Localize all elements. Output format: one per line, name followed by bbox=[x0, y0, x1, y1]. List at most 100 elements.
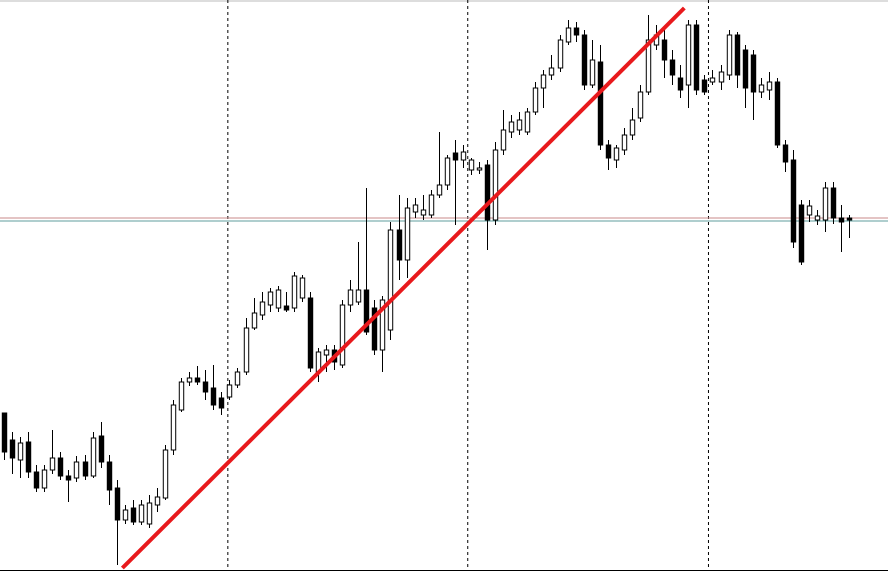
candle-body bbox=[573, 27, 580, 36]
candle-body bbox=[516, 119, 523, 131]
candle-body bbox=[339, 304, 346, 366]
candle-body bbox=[645, 39, 652, 93]
candle-body bbox=[782, 144, 789, 163]
candle-body bbox=[548, 67, 555, 76]
candle-body bbox=[226, 384, 233, 398]
candle-body bbox=[98, 435, 105, 463]
candle-body bbox=[387, 229, 394, 331]
candle-body bbox=[379, 299, 386, 351]
candle-body bbox=[57, 457, 64, 477]
candle-body bbox=[259, 301, 266, 316]
candle-body bbox=[605, 144, 612, 159]
candle-body bbox=[830, 187, 837, 219]
candle-body bbox=[589, 59, 596, 86]
candle-body bbox=[122, 509, 129, 521]
candle-body bbox=[758, 84, 765, 93]
candle-body bbox=[347, 289, 354, 306]
candle-body bbox=[106, 461, 113, 491]
candle-body bbox=[146, 502, 153, 525]
candle-body bbox=[484, 164, 491, 221]
candle-body bbox=[790, 159, 797, 243]
candle-body bbox=[677, 77, 684, 91]
candle-body bbox=[251, 312, 258, 329]
candle-body bbox=[275, 289, 282, 309]
candle-body bbox=[822, 187, 829, 221]
candle-body bbox=[41, 469, 48, 489]
candle-body bbox=[355, 289, 362, 303]
candle-body bbox=[138, 504, 145, 523]
candle-body bbox=[162, 449, 169, 499]
candle-body bbox=[49, 457, 56, 471]
candle-body bbox=[90, 437, 97, 477]
candle-body bbox=[65, 475, 72, 481]
candle-body bbox=[363, 289, 370, 333]
candle-body bbox=[508, 121, 515, 133]
candle-body bbox=[637, 91, 644, 119]
candle-body bbox=[186, 377, 193, 383]
candle-body bbox=[621, 134, 628, 151]
candle-body bbox=[234, 371, 241, 386]
candle-body bbox=[243, 327, 250, 373]
candle-body bbox=[629, 119, 636, 136]
candle-body bbox=[685, 24, 692, 86]
candle-body bbox=[460, 151, 467, 161]
candle-body bbox=[436, 184, 443, 196]
candle-body bbox=[9, 439, 16, 459]
candle-body bbox=[396, 229, 403, 261]
candle-body bbox=[734, 34, 741, 76]
candle-body bbox=[581, 34, 588, 86]
candle-body bbox=[726, 34, 733, 76]
trend-line bbox=[120, 6, 686, 570]
candle-body bbox=[766, 81, 773, 91]
candle-body bbox=[557, 39, 564, 69]
candle-body bbox=[291, 275, 298, 309]
candle-body bbox=[194, 377, 201, 383]
candle-body bbox=[452, 152, 459, 161]
candle-body bbox=[838, 217, 845, 223]
candle-body bbox=[404, 207, 411, 261]
candle-body bbox=[532, 87, 539, 113]
candle-body bbox=[661, 39, 668, 61]
candle-body bbox=[33, 471, 40, 489]
candle-body bbox=[806, 205, 813, 216]
candle-body bbox=[210, 387, 217, 406]
candle-body bbox=[420, 209, 427, 216]
candle-body bbox=[774, 81, 781, 146]
candle-body bbox=[814, 215, 821, 221]
candle-body bbox=[299, 277, 306, 299]
candle-body bbox=[202, 381, 209, 393]
candle-body bbox=[73, 461, 80, 479]
candle-body bbox=[540, 74, 547, 89]
candle-body bbox=[718, 71, 725, 83]
candle-body bbox=[846, 217, 853, 221]
candle-body bbox=[82, 461, 89, 477]
candle-body bbox=[323, 349, 330, 356]
candle-body bbox=[130, 507, 137, 523]
candle-body bbox=[428, 194, 435, 216]
candle-body bbox=[669, 59, 676, 76]
candle-body bbox=[283, 305, 290, 311]
candle-body bbox=[597, 61, 604, 146]
candle-body bbox=[218, 397, 225, 409]
candle-body bbox=[742, 49, 749, 89]
candle-body bbox=[468, 159, 475, 171]
candle-body bbox=[701, 79, 708, 93]
candle-body bbox=[267, 291, 274, 306]
candle-body bbox=[524, 111, 531, 133]
candle-body bbox=[444, 157, 451, 186]
candle-body bbox=[476, 167, 483, 171]
candle-body bbox=[750, 54, 757, 93]
candle-body bbox=[1, 412, 8, 453]
candle-body bbox=[25, 441, 32, 473]
candle-body bbox=[170, 404, 177, 451]
candle-body bbox=[798, 204, 805, 263]
candle-body bbox=[709, 77, 716, 83]
candle-body bbox=[565, 27, 572, 43]
candle-body bbox=[178, 381, 185, 411]
candle-body bbox=[114, 487, 121, 521]
candle-body bbox=[693, 24, 700, 91]
candle-body bbox=[17, 442, 24, 461]
